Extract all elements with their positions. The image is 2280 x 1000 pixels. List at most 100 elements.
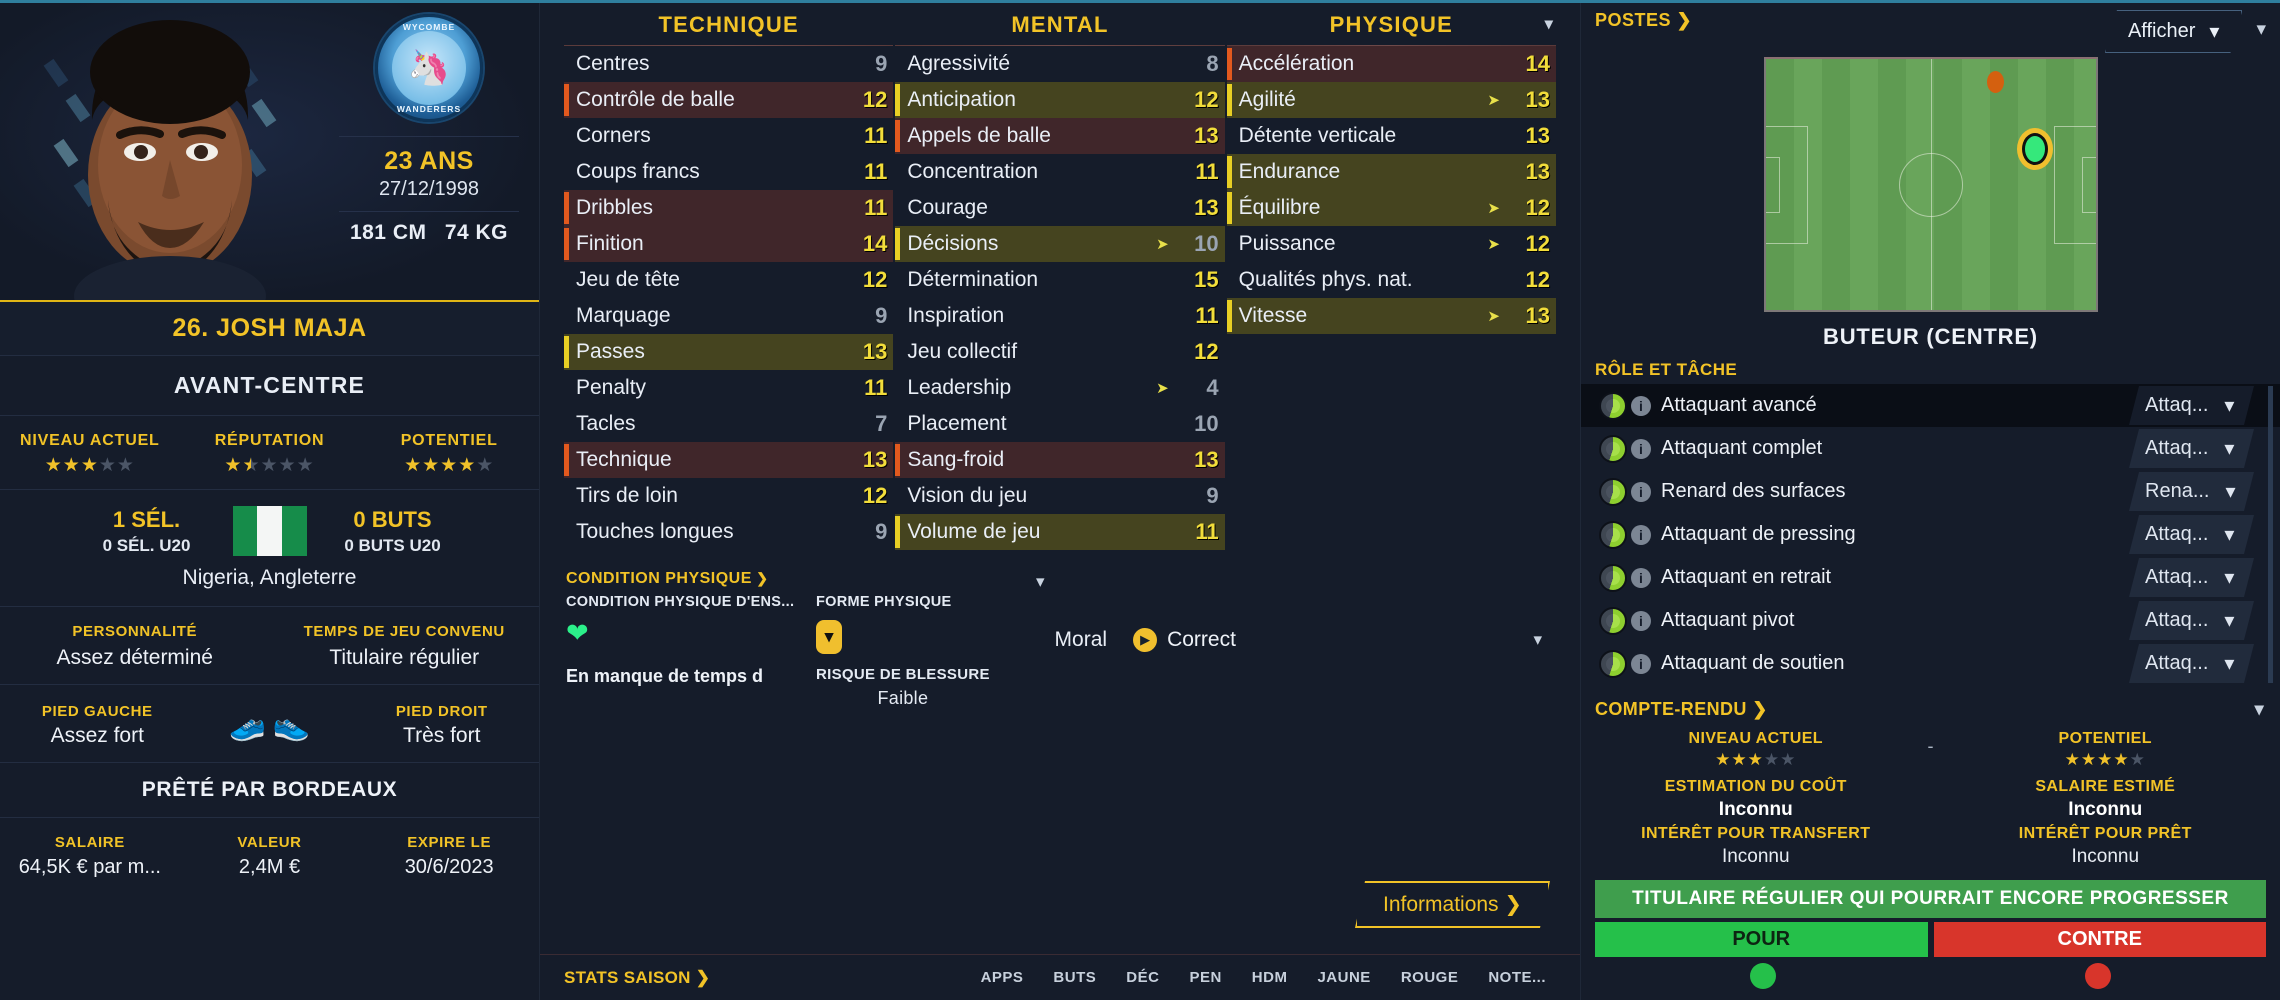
personality-block: PERSONNALITÉ Assez déterminé xyxy=(0,623,270,670)
condition-title[interactable]: CONDITION PHYSIQUE ❯ xyxy=(566,570,1036,588)
attribute-value: 12 xyxy=(862,267,888,292)
role-row[interactable]: i Attaquant en retrait Attaq... ▾ xyxy=(1581,556,2280,599)
stat-column-header[interactable]: BUTS xyxy=(1053,969,1097,986)
stat-column-header[interactable]: ROUGE xyxy=(1400,969,1459,986)
role-row[interactable]: i Renard des surfaces Rena... ▾ xyxy=(1581,470,2280,513)
star-empty: ★ xyxy=(476,455,495,476)
attribute-value: 13 xyxy=(1194,195,1219,220)
role-suitability-wheel-icon xyxy=(1599,391,1627,420)
attribute-row[interactable]: Accélération 14 xyxy=(1226,46,1556,82)
info-icon[interactable]: i xyxy=(1631,653,1651,674)
panel-collapse-icon[interactable]: ▾ xyxy=(2256,19,2266,40)
attribute-row[interactable]: Corners 11 xyxy=(564,118,893,154)
current-ability-block: NIVEAU ACTUEL ★★★★★ xyxy=(0,432,180,475)
attribute-row[interactable]: Leadership ➤ 4 xyxy=(895,370,1224,406)
role-duty-dropdown[interactable]: Attaq... ▾ xyxy=(2129,386,2254,425)
role-row[interactable]: i Attaquant avancé Attaq... ▾ xyxy=(1581,384,2280,427)
role-duty-dropdown[interactable]: Attaq... ▾ xyxy=(2129,429,2254,468)
attribute-value: 11 xyxy=(864,195,888,220)
left-foot-label: PIED GAUCHE xyxy=(41,703,153,720)
attribute-row[interactable]: Dribbles 11 xyxy=(564,190,894,226)
postes-title[interactable]: POSTES ❯ xyxy=(1595,10,1693,30)
morale-collapse-icon[interactable]: ▾ xyxy=(1533,629,1542,649)
stat-column-header[interactable]: HDM xyxy=(1251,969,1288,986)
role-duty-dropdown[interactable]: Attaq... ▾ xyxy=(2129,601,2254,640)
attribute-row[interactable]: Centres 9 xyxy=(564,46,893,82)
attribute-row[interactable]: Penalty 11 xyxy=(564,370,893,406)
attribute-row[interactable]: Équilibre ➤ 12 xyxy=(1226,190,1556,226)
attribute-row[interactable]: Inspiration 11 xyxy=(895,298,1224,334)
role-row[interactable]: i Attaquant complet Attaq... ▾ xyxy=(1581,427,2280,470)
star-filled: ★ xyxy=(1715,750,1732,769)
attribute-value: 8 xyxy=(1206,51,1219,76)
role-row[interactable]: i Attaquant de soutien Attaq... ▾ xyxy=(1581,642,2280,685)
attribute-row[interactable]: Appels de balle 13 xyxy=(895,118,1225,154)
condition-collapse-icon[interactable]: ▾ xyxy=(1036,572,1045,591)
role-duty-dropdown[interactable]: Attaq... ▾ xyxy=(2129,515,2254,554)
stat-column-header[interactable]: DÉC xyxy=(1126,969,1160,986)
attribute-row[interactable]: Contrôle de balle 12 xyxy=(564,82,894,118)
role-duty-dropdown[interactable]: Attaq... ▾ xyxy=(2129,644,2254,683)
role-list-scrollbar[interactable] xyxy=(2268,386,2273,683)
report-collapse-icon[interactable]: ▾ xyxy=(2254,699,2264,719)
stat-column-header[interactable]: PEN xyxy=(1189,969,1222,986)
star-filled: ★ xyxy=(1747,750,1764,769)
info-icon[interactable]: i xyxy=(1631,610,1651,631)
attribute-row[interactable]: Volume de jeu 11 xyxy=(895,514,1225,550)
attribute-row[interactable]: Jeu collectif 12 xyxy=(895,334,1224,370)
stat-column-header[interactable]: JAUNE xyxy=(1317,969,1371,986)
attribute-row[interactable]: Touches longues 9 xyxy=(564,514,893,550)
attribute-row[interactable]: Tirs de loin 12 xyxy=(564,478,893,514)
chevron-down-icon[interactable]: ▾ xyxy=(1544,16,1554,33)
attribute-row[interactable]: Jeu de tête 12 xyxy=(564,262,893,298)
attribute-row[interactable]: Tacles 7 xyxy=(564,406,893,442)
attribute-row[interactable]: Finition 14 xyxy=(564,226,894,262)
pitch-diagram[interactable] xyxy=(1763,57,2098,312)
attribute-row[interactable]: Technique 13 xyxy=(564,442,894,478)
attribute-column-mental: MENTAL Agressivité 8 Anticipation 12 Appels … xyxy=(895,6,1225,550)
info-icon[interactable]: i xyxy=(1631,438,1651,459)
attribute-row[interactable]: Détermination 15 xyxy=(895,262,1224,298)
attribute-row[interactable]: Courage 13 xyxy=(895,190,1224,226)
attribute-row[interactable]: Concentration 11 xyxy=(895,154,1224,190)
attribute-row[interactable]: Agilité ➤ 13 xyxy=(1226,82,1556,118)
attribute-row[interactable]: Décisions ➤ 10 xyxy=(895,226,1225,262)
potential-label: POTENTIEL xyxy=(400,432,498,449)
form-label: FORME PHYSIQUE xyxy=(816,594,952,610)
star-empty: ★ xyxy=(98,455,117,476)
info-icon[interactable]: i xyxy=(1631,524,1651,545)
info-icon[interactable]: i xyxy=(1631,567,1651,588)
info-icon[interactable]: i xyxy=(1631,395,1651,416)
role-duty-dropdown[interactable]: Attaq... ▾ xyxy=(2129,558,2254,597)
informations-button[interactable]: Informations ❯ xyxy=(1355,881,1550,928)
ratings-row: NIVEAU ACTUEL ★★★★★ RÉPUTATION ★★★★★ POT… xyxy=(0,415,539,489)
attribute-row[interactable]: Marquage 9 xyxy=(564,298,893,334)
contract-row: SALAIRE 64,5K € par m... VALEUR 2,4M € E… xyxy=(0,817,539,887)
attribute-row[interactable]: Qualités phys. nat. 12 xyxy=(1227,262,1556,298)
reputation-stars: ★★★★★ xyxy=(180,456,360,475)
attribute-row[interactable]: Vitesse ➤ 13 xyxy=(1226,298,1556,334)
informations-button-label: Informations xyxy=(1383,893,1499,916)
mental-header: MENTAL xyxy=(1011,12,1109,37)
attribute-row[interactable]: Vision du jeu 9 xyxy=(895,478,1224,514)
role-row[interactable]: i Attaquant de pressing Attaq... ▾ xyxy=(1581,513,2280,556)
afficher-dropdown[interactable]: Afficher ▾ xyxy=(2105,10,2243,53)
attribute-row[interactable]: Agressivité 8 xyxy=(895,46,1224,82)
attribute-row[interactable]: Puissance ➤ 12 xyxy=(1227,226,1556,262)
role-row[interactable]: i Attaquant pivot Attaq... ▾ xyxy=(1581,599,2280,642)
attribute-row[interactable]: Anticipation 12 xyxy=(895,82,1225,118)
role-duty-dropdown[interactable]: Rena... ▾ xyxy=(2129,472,2254,511)
season-stats-title[interactable]: STATS SAISON ❯ xyxy=(564,967,711,987)
attribute-row[interactable]: Coups francs 11 xyxy=(564,154,893,190)
attribute-row[interactable]: Détente verticale 13 xyxy=(1227,118,1556,154)
attribute-row[interactable]: Passes 13 xyxy=(564,334,894,370)
stat-column-header[interactable]: NOTE... xyxy=(1488,969,1546,986)
goals-u20-value: 0 BUTS U20 xyxy=(344,535,441,555)
pros-dot-wrap xyxy=(1595,963,1931,989)
attribute-row[interactable]: Placement 10 xyxy=(895,406,1224,442)
attribute-row[interactable]: Endurance 13 xyxy=(1226,154,1556,190)
report-title[interactable]: ▾ COMPTE-RENDU ❯ xyxy=(1595,699,2264,719)
info-icon[interactable]: i xyxy=(1631,481,1651,502)
stat-column-header[interactable]: APPS xyxy=(980,969,1024,986)
attribute-row[interactable]: Sang-froid 13 xyxy=(895,442,1225,478)
